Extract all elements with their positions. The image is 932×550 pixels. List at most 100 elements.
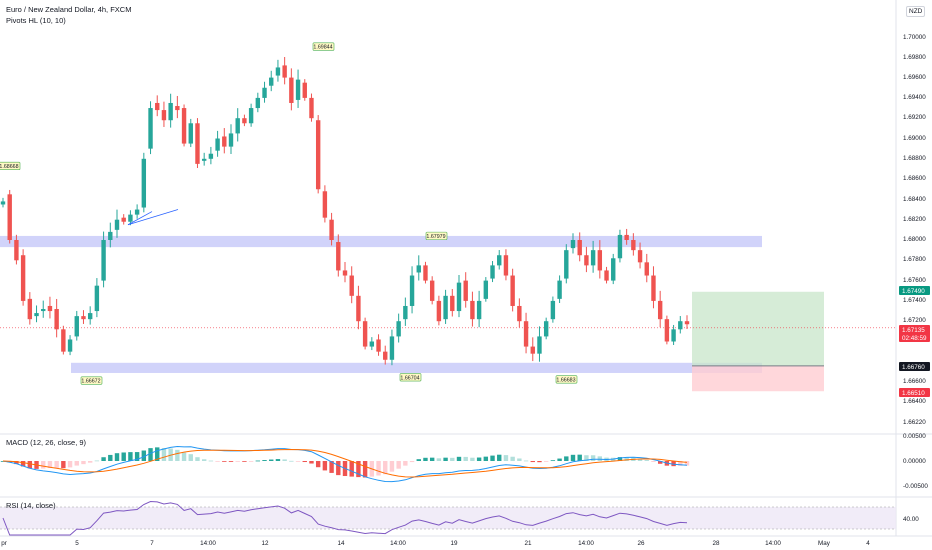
macd-histogram-bar <box>564 456 569 461</box>
time-tick: 12 <box>261 540 269 547</box>
time-tick: 4 <box>866 540 870 547</box>
candle-body <box>289 77 294 103</box>
candle <box>416 255 421 281</box>
candle <box>94 278 100 318</box>
candle <box>181 104 187 147</box>
candle <box>195 118 200 169</box>
candle <box>577 232 582 262</box>
time-tick: 7 <box>150 540 154 547</box>
candle <box>517 298 522 328</box>
candle <box>637 242 643 269</box>
candle <box>121 214 126 225</box>
candle-body <box>315 120 321 190</box>
candle <box>7 189 12 244</box>
candle <box>590 240 596 273</box>
candle-body <box>114 219 120 230</box>
price-tick: 1.69000 <box>903 135 926 142</box>
candle-body <box>222 136 227 147</box>
candle <box>27 292 33 325</box>
macd-histogram-bar <box>490 455 495 461</box>
macd-histogram-bar <box>383 461 388 475</box>
pivot-label: 1.66672 <box>81 379 100 385</box>
candle-body <box>416 265 421 273</box>
candle-body <box>181 108 187 144</box>
macd-histogram-bar <box>148 448 153 461</box>
candle <box>20 249 26 306</box>
candle <box>295 69 301 108</box>
candle-body <box>456 282 462 312</box>
candle <box>235 108 240 142</box>
candle-body <box>429 280 435 301</box>
candle-body <box>664 319 670 342</box>
macd-label[interactable]: MACD (12, 26, close, 9) <box>6 438 87 447</box>
candle-body <box>396 321 401 337</box>
candle <box>497 250 502 270</box>
macd-histogram-bar <box>269 459 274 461</box>
macd-histogram-bar <box>584 455 589 461</box>
candle-body <box>14 240 19 261</box>
macd-histogram-bar <box>114 453 120 461</box>
candle-body <box>483 280 489 299</box>
time-tick: 28 <box>712 540 720 547</box>
macd-histogram-bar <box>161 448 167 461</box>
candle-body <box>617 234 623 259</box>
candle-body <box>369 341 375 347</box>
candle <box>456 275 462 318</box>
candle-body <box>329 219 334 240</box>
candle-body <box>356 295 361 322</box>
candle <box>584 246 589 273</box>
rsi-label[interactable]: RSI (14, close) <box>6 501 56 510</box>
candle-body <box>201 158 207 161</box>
candle <box>242 114 247 127</box>
candle <box>503 249 509 281</box>
macd-histogram-bar <box>362 461 368 478</box>
time-tick: 5 <box>75 540 79 547</box>
macd-histogram-bar <box>456 456 462 461</box>
macd-histogram-bar <box>201 459 207 461</box>
price-tick: 1.69400 <box>903 94 926 101</box>
candle-body <box>242 118 247 124</box>
price-badge <box>899 325 930 342</box>
candle-body <box>684 321 690 325</box>
candle-body <box>255 97 261 109</box>
macd-histogram-bar <box>429 457 435 461</box>
rsi-tick: 40.00 <box>903 516 919 523</box>
currency-badge[interactable]: NZD <box>906 6 926 17</box>
candle-body <box>161 110 167 121</box>
macd-histogram-bar <box>41 461 46 469</box>
price-badge-value: 1.66510 <box>902 390 925 397</box>
candle <box>530 337 535 362</box>
macd-histogram-bar <box>208 460 214 462</box>
price-tick: 1.70000 <box>903 34 926 41</box>
macd-histogram-bar <box>121 452 126 461</box>
macd-histogram-bar <box>624 457 629 461</box>
candle <box>87 306 93 325</box>
candle-body <box>148 108 153 149</box>
price-badge-value: 1.66760 <box>902 364 925 371</box>
pivot-label-box <box>0 161 21 170</box>
candle-body <box>450 295 455 312</box>
support-resistance-zone <box>0 235 762 248</box>
macd-histogram-bar <box>356 461 361 478</box>
price-badge <box>899 362 930 371</box>
macd-histogram-bar <box>678 461 683 466</box>
candle <box>597 240 603 279</box>
candle <box>470 291 475 327</box>
pivot-label-box <box>399 373 422 382</box>
macd-histogram-bar <box>155 447 160 461</box>
macd-histogram-bar <box>543 461 549 462</box>
trendline <box>127 209 179 226</box>
candle <box>671 324 676 345</box>
macd-histogram-bar <box>684 461 690 466</box>
candle <box>684 315 690 330</box>
candle-body <box>248 108 254 124</box>
candle <box>450 289 455 317</box>
price-tick: 1.67400 <box>903 297 926 304</box>
macd-histogram-bar <box>557 458 562 461</box>
candle-body <box>215 138 220 151</box>
candle <box>617 229 623 263</box>
macd-histogram-bar <box>530 461 535 463</box>
candle <box>336 234 341 277</box>
macd-histogram-bar <box>329 461 334 473</box>
